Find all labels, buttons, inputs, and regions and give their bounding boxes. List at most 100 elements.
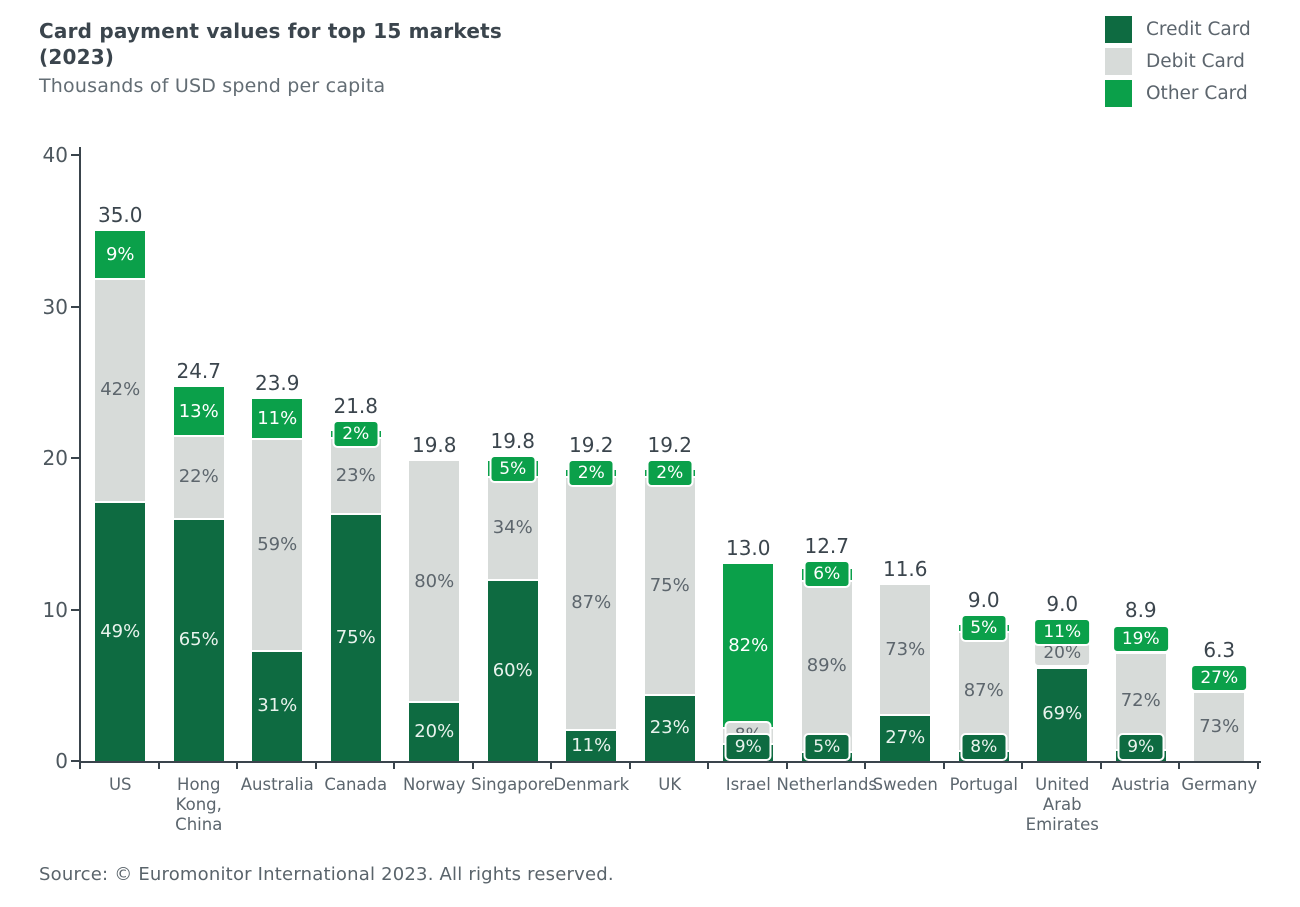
bar-segment-label: 73% bbox=[885, 638, 926, 660]
bar-total-label: 13.0 bbox=[725, 536, 771, 561]
bar-segment-debit-card: 87% bbox=[566, 475, 617, 730]
y-axis-tick bbox=[71, 154, 80, 156]
bar-segment-credit-card: 27% bbox=[880, 713, 931, 761]
x-axis-label-netherlands: Netherlands bbox=[776, 775, 878, 794]
bar-segment-label: 87% bbox=[963, 680, 1004, 702]
bar-segment-badge-credit-card: 9% bbox=[724, 733, 772, 761]
bar-total-label: 23.9 bbox=[254, 370, 300, 395]
bar-segment-badge-credit-card: 8% bbox=[960, 733, 1008, 761]
bar-segment-label: 75% bbox=[335, 626, 376, 648]
chart-header: Card payment values for top 15 markets (… bbox=[39, 18, 502, 97]
bar-segment-badge-other-card: 2% bbox=[332, 420, 380, 449]
legend-label-credit-card: Credit Card bbox=[1146, 19, 1251, 40]
legend-label-other-card: Other Card bbox=[1146, 83, 1248, 104]
bar-segment-credit-card: 23% bbox=[644, 694, 695, 761]
bar-segment-label: 20% bbox=[414, 720, 455, 742]
bar-segment-credit-card: 60% bbox=[487, 579, 538, 761]
x-axis-label-austria: Austria bbox=[1111, 775, 1170, 794]
bar-segment-label: 80% bbox=[414, 570, 455, 592]
x-axis-tick bbox=[1021, 763, 1023, 769]
bar-segment-badge-other-card: 2% bbox=[646, 459, 694, 488]
bar-segment-credit-card: 69% bbox=[1037, 666, 1088, 761]
legend-label-debit-card: Debit Card bbox=[1146, 51, 1245, 72]
chart-title-line2: (2023) bbox=[39, 45, 115, 69]
y-axis-tick bbox=[71, 760, 80, 762]
x-axis-tick bbox=[471, 763, 474, 769]
bar-segment-label: 31% bbox=[257, 694, 298, 716]
x-axis-tick bbox=[785, 763, 788, 769]
x-axis-label-norway: Norway bbox=[402, 775, 466, 794]
y-axis-tick bbox=[71, 457, 80, 459]
bar-segment-label: 11% bbox=[257, 408, 298, 430]
bar-segment-debit-card: 72% bbox=[1115, 651, 1166, 749]
bar-segment-debit-card: 89% bbox=[801, 580, 852, 752]
bar-total-label: 11.6 bbox=[882, 557, 928, 582]
x-axis-tick bbox=[628, 763, 631, 769]
bar-segment-label: 75% bbox=[649, 574, 690, 596]
bar-segment-label: 27% bbox=[885, 726, 926, 748]
bar-segment-credit-card: 65% bbox=[173, 517, 224, 761]
bar-segment-credit-card: 20% bbox=[409, 701, 460, 761]
chart-title: Card payment values for top 15 markets (… bbox=[39, 18, 502, 70]
bar-segment-badge-credit-card: 5% bbox=[803, 733, 851, 761]
bar-segment-credit-card: 31% bbox=[252, 649, 303, 761]
x-axis-label-denmark: Denmark bbox=[553, 775, 630, 794]
bar-segment-badge-credit-card: 9% bbox=[1117, 733, 1165, 761]
bar-segment-other-card: 82% bbox=[723, 564, 774, 728]
bar-total-label: 19.2 bbox=[647, 433, 693, 458]
legend: Credit Card Debit Card Other Card bbox=[1105, 16, 1251, 112]
x-axis-tick bbox=[1256, 763, 1259, 769]
legend-item-debit-card: Debit Card bbox=[1105, 48, 1251, 75]
x-axis-label-portugal: Portugal bbox=[949, 775, 1018, 794]
bar-segment-label: 23% bbox=[335, 464, 376, 486]
bar-segment-label: 42% bbox=[100, 379, 141, 401]
bar-segment-label: 65% bbox=[178, 628, 219, 650]
bar-total-label: 19.8 bbox=[411, 433, 457, 458]
x-axis-tick bbox=[942, 763, 945, 769]
x-axis-tick bbox=[1178, 763, 1180, 769]
x-axis-label-singapore: Singapore bbox=[471, 775, 555, 794]
x-axis-label-sweden: Sweden bbox=[872, 775, 938, 794]
bar-segment-debit-card: 73% bbox=[880, 585, 931, 714]
bar-segment-debit-card: 73% bbox=[1194, 691, 1245, 761]
bar-total-label: 24.7 bbox=[176, 358, 222, 383]
bar-segment-credit-card: 49% bbox=[95, 501, 146, 761]
bar-total-label: 9.0 bbox=[967, 588, 1000, 613]
bar-total-label: 12.7 bbox=[804, 534, 850, 559]
bar-segment-debit-card: 23% bbox=[330, 437, 381, 514]
legend-swatch-credit-card-icon bbox=[1105, 16, 1132, 43]
y-axis-tick bbox=[71, 608, 80, 611]
chart-subtitle: Thousands of USD spend per capita bbox=[39, 75, 386, 97]
bar-segment-label: 9% bbox=[105, 244, 135, 266]
bar-segment-label: 72% bbox=[1120, 689, 1161, 711]
bar-segment-debit-card: 75% bbox=[644, 475, 695, 695]
y-axis-tick bbox=[71, 305, 80, 308]
bar-segment-badge-other-card: 5% bbox=[960, 614, 1008, 643]
x-axis-label-australia: Australia bbox=[240, 775, 314, 794]
legend-item-credit-card: Credit Card bbox=[1105, 16, 1251, 43]
x-axis-tick bbox=[236, 763, 238, 769]
x-axis-tick bbox=[707, 763, 709, 769]
y-axis-label-40: 40 bbox=[42, 143, 68, 167]
bar-total-label: 19.2 bbox=[568, 433, 614, 458]
x-axis-tick bbox=[79, 763, 81, 769]
bar-segment-label: 73% bbox=[1199, 715, 1240, 737]
bar-segment-label: 87% bbox=[571, 591, 612, 613]
bar-total-label: 21.8 bbox=[333, 394, 379, 419]
x-axis-label-united-arab-emirates: United Arab Emirates bbox=[1025, 775, 1099, 834]
chart-title-line1: Card payment values for top 15 markets bbox=[39, 19, 503, 43]
bar-total-label: 9.0 bbox=[1046, 592, 1079, 617]
legend-swatch-debit-card-icon bbox=[1105, 48, 1132, 75]
x-axis-label-us: US bbox=[108, 775, 132, 794]
bar-segment-debit-card: 42% bbox=[95, 278, 146, 502]
bar-segment-badge-other-card: 2% bbox=[567, 459, 615, 488]
bar-segment-label: 13% bbox=[178, 400, 219, 422]
bar-segment-badge-other-card: 11% bbox=[1033, 618, 1092, 647]
bar-segment-label: 49% bbox=[100, 620, 141, 642]
bar-segment-label: 89% bbox=[806, 655, 847, 677]
y-axis-label-10: 10 bbox=[42, 597, 68, 622]
bar-segment-label: 23% bbox=[649, 717, 690, 739]
bar-segment-other-card: 13% bbox=[173, 386, 224, 436]
legend-item-other-card: Other Card bbox=[1105, 80, 1251, 107]
bar-total-label: 8.9 bbox=[1124, 598, 1157, 623]
